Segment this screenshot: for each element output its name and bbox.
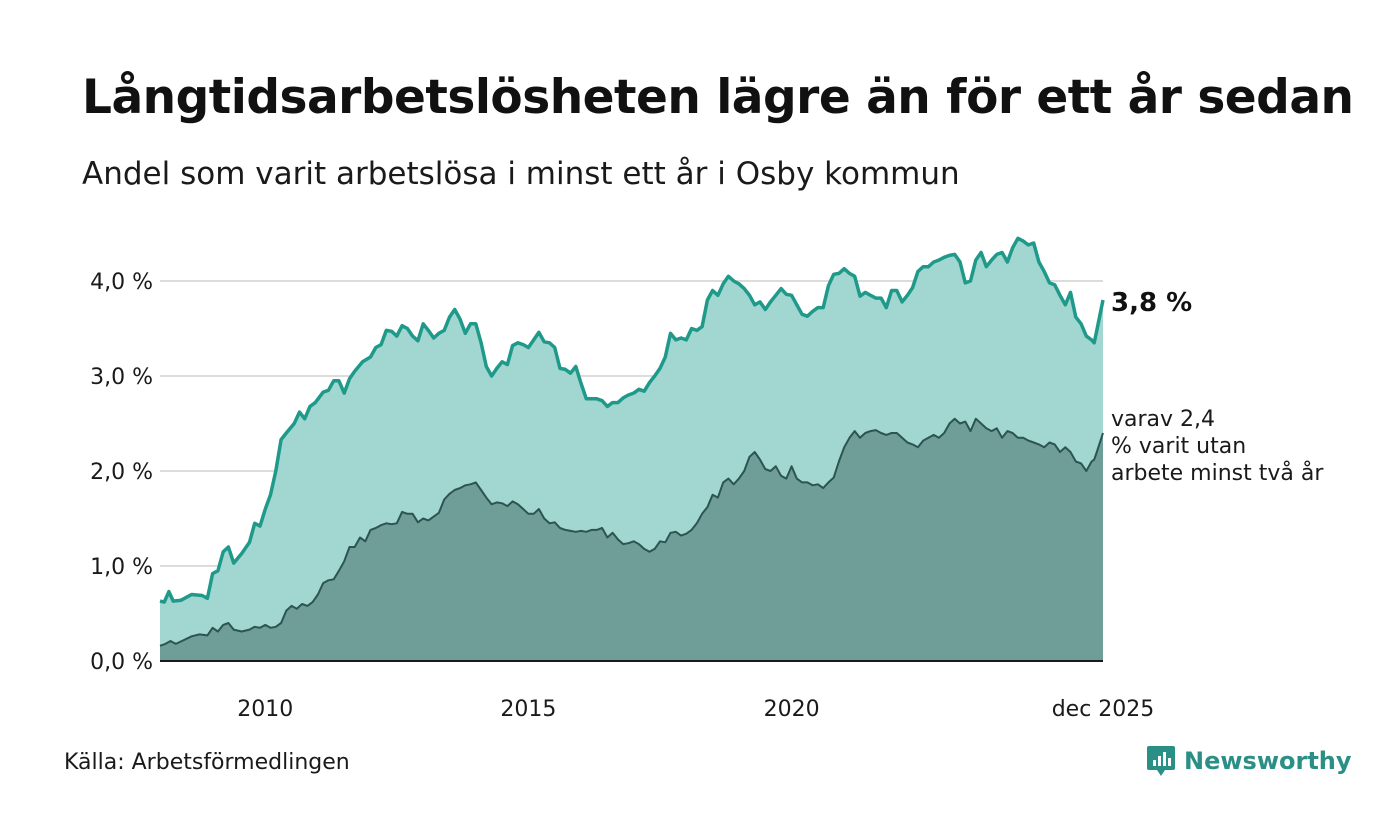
x-tick-label: 2010: [237, 697, 293, 722]
chart-title: Långtidsarbetslösheten lägre än för ett …: [82, 70, 1354, 125]
two-year-unemployed-area: [160, 418, 1103, 661]
brand-name: Newsworthy: [1184, 747, 1352, 775]
long-term-unemployed-line: [159, 236, 1105, 604]
axes: 0,0 % 1,0 % 2,0 % 3,0 % 4,0 % 2010 2015 2020 dec…: [90, 270, 1154, 722]
series-end-labels: 3,8 % varav 2,4% varit utan arbete minst t…: [1111, 288, 1324, 486]
x-tick-label: 2015: [500, 697, 556, 722]
source-note: Källa: Arbetsförmedlingen: [64, 750, 350, 775]
y-tick-label: 2,0 %: [90, 460, 153, 485]
x-tick-label: dec 2025: [1052, 697, 1155, 722]
y-tick-label: 0,0 %: [90, 650, 153, 675]
two-year-unemployed-line: [159, 417, 1104, 647]
y-tick-label: 3,0 %: [90, 365, 153, 390]
series-areas: [159, 236, 1105, 662]
newsworthy-logo-icon: [1147, 746, 1175, 776]
series-end-label-two-year: varav 2,4% varit utan arbete minst två år: [1111, 407, 1324, 486]
chart-subtitle: Andel som varit arbetslösa i minst ett å…: [82, 156, 960, 192]
y-tick-label: 4,0 %: [90, 270, 153, 295]
x-tick-label: 2020: [764, 697, 820, 722]
area-chart: 0,0 % 1,0 % 2,0 % 3,0 % 4,0 % 2010 2015 2020 dec…: [90, 236, 1324, 722]
y-tick-label: 1,0 %: [90, 555, 153, 580]
brand-logo[interactable]: Newsworthy: [1146, 744, 1352, 778]
series-end-label-total: 3,8 %: [1111, 288, 1192, 318]
